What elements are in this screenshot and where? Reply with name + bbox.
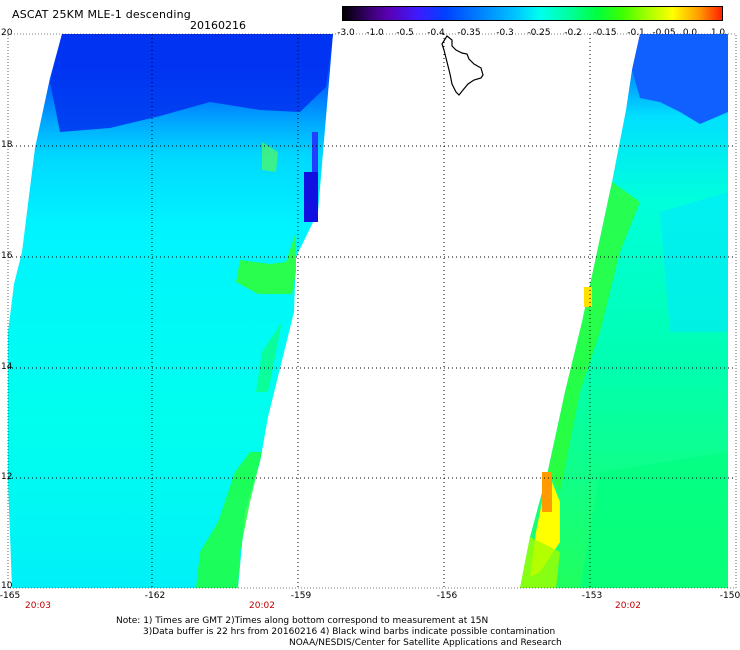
colorbar [342,6,723,21]
lon-label: -165 [0,591,21,601]
west-swath [8,34,333,588]
colorbar-tick: -0.2 [564,28,582,38]
colorbar-tick: -0.1 [627,28,645,38]
colorbar-tick: -3.0 [337,28,355,38]
colorbar-tick: -0.5 [396,28,414,38]
lat-label: 14 [1,362,13,372]
east-swath [520,34,728,588]
colorbar-tick: 0.0 [682,28,698,38]
lat-label: 16 [1,251,13,261]
hawaii-island-outline [441,35,484,96]
lat-label: 10 [1,581,13,591]
map-title: ASCAT 25KM MLE-1 descending [12,8,191,21]
lon-label: -153 [581,591,603,601]
map-date: 20160216 [190,19,246,32]
colorbar-tick: -0.35 [457,28,481,38]
colorbar-tick: -0.15 [593,28,617,38]
time-label: 20:02 [615,601,641,611]
graticule [8,34,736,588]
footer-credit: NOAA/NESDIS/Center for Satellite Applica… [289,638,562,648]
time-label: 20:03 [25,601,51,611]
footer-note-1: Note: 1) Times are GMT 2)Times along bot… [116,616,489,626]
lat-label: 20 [1,28,13,38]
lon-label: -159 [290,591,312,601]
lon-label: -156 [436,591,458,601]
colorbar-tick: -0.3 [496,28,514,38]
lon-label: -150 [719,591,740,601]
colorbar-tick: -0.25 [527,28,551,38]
colorbar-tick: 1.0 [710,28,726,38]
colorbar-tick: -1.0 [366,28,384,38]
lon-label: -162 [144,591,166,601]
map-frame [7,33,737,589]
lat-label: 12 [1,472,13,482]
time-label: 20:02 [249,601,275,611]
lat-label: 18 [1,140,13,150]
wind-swath-map [7,33,737,589]
colorbar-tick: -0.4 [427,28,445,38]
footer-note-2: 3)Data buffer is 22 hrs from 20160216 4)… [143,627,556,637]
colorbar-tick: -0.05 [652,28,676,38]
